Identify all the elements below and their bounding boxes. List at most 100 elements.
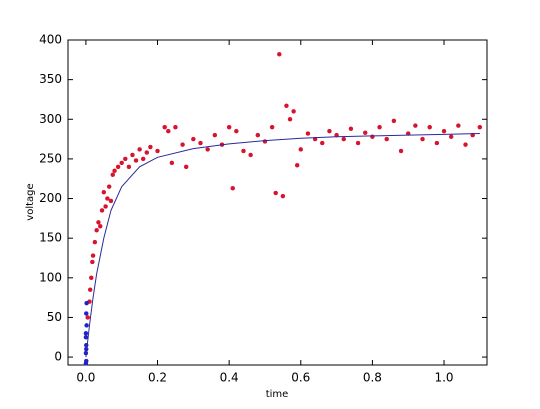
data-point	[169, 160, 175, 166]
data-point	[441, 128, 447, 134]
data-point	[155, 148, 160, 154]
data-point	[348, 126, 354, 132]
data-point	[85, 315, 90, 320]
data-point	[269, 124, 275, 130]
data-point	[191, 136, 196, 142]
data-point	[90, 253, 96, 258]
data-point	[183, 164, 189, 170]
data-point	[341, 136, 347, 142]
x-tick-label: 0.6	[291, 371, 310, 385]
data-point	[133, 158, 139, 163]
data-point	[477, 124, 483, 130]
data-point	[144, 150, 150, 155]
data-point	[106, 184, 112, 189]
data-point	[241, 148, 246, 154]
data-point	[362, 130, 368, 135]
y-tick-label: 150	[39, 231, 62, 245]
data-point	[355, 140, 361, 146]
data-point	[180, 142, 185, 147]
data-point	[284, 103, 289, 109]
x-axis-label: time	[266, 389, 289, 400]
data-point	[162, 124, 167, 130]
data-point	[427, 124, 432, 130]
data-point	[280, 193, 286, 199]
data-point	[84, 300, 89, 306]
data-point	[198, 140, 203, 146]
y-tick-label: 400	[39, 33, 62, 47]
data-point	[305, 131, 311, 136]
data-point	[108, 198, 114, 204]
data-point	[137, 147, 142, 152]
data-point	[391, 118, 397, 124]
y-tick-label: 350	[39, 72, 62, 86]
data-point	[84, 311, 89, 316]
x-tick-label: 1.0	[434, 371, 453, 385]
data-point	[463, 142, 468, 147]
y-axis-label: voltage	[25, 183, 36, 220]
data-point	[110, 172, 116, 178]
x-tick-label: 0.2	[148, 371, 167, 385]
data-point	[97, 224, 103, 229]
data-point	[89, 275, 94, 281]
data-point	[205, 147, 210, 152]
data-point	[173, 124, 178, 130]
data-point	[230, 185, 235, 191]
x-tick-label: 0.0	[76, 371, 95, 385]
data-point	[448, 134, 454, 139]
data-point	[130, 152, 135, 158]
data-point	[298, 147, 304, 152]
data-point	[291, 109, 296, 114]
data-point	[234, 128, 239, 134]
data-point	[456, 123, 461, 128]
data-point	[123, 156, 128, 162]
data-point	[112, 168, 117, 174]
data-point	[166, 128, 171, 134]
data-point	[148, 144, 153, 150]
data-point	[87, 287, 93, 292]
data-point	[83, 331, 89, 336]
data-point	[294, 162, 300, 168]
data-point	[96, 220, 101, 225]
y-tick-label: 250	[39, 151, 62, 165]
data-point	[262, 139, 268, 144]
data-point	[384, 136, 389, 142]
data-point	[273, 190, 278, 196]
y-tick-label: 100	[39, 270, 62, 284]
data-point	[226, 124, 232, 130]
data-point	[327, 128, 332, 134]
data-point	[126, 164, 132, 170]
y-tick-label: 0	[54, 350, 62, 364]
data-point	[99, 208, 105, 213]
data-point	[420, 136, 425, 142]
data-point	[377, 124, 382, 130]
data-point	[105, 196, 110, 201]
data-point	[413, 123, 418, 128]
data-point	[370, 134, 375, 139]
y-tick-label: 200	[39, 191, 62, 205]
data-point	[248, 152, 253, 158]
data-point	[320, 140, 325, 146]
data-point	[255, 132, 261, 138]
data-point	[92, 239, 98, 245]
data-point	[212, 132, 218, 138]
data-point	[83, 361, 89, 366]
data-point	[84, 323, 89, 328]
data-point	[277, 52, 282, 57]
data-point	[101, 189, 107, 195]
data-point	[119, 160, 124, 166]
data-point	[398, 148, 404, 154]
y-tick-label: 50	[47, 310, 62, 324]
x-tick-label: 0.8	[363, 371, 382, 385]
data-point	[287, 117, 293, 122]
data-point	[83, 335, 89, 340]
data-point	[434, 140, 440, 146]
data-point	[140, 156, 146, 162]
data-point	[103, 204, 108, 209]
data-point	[90, 259, 95, 265]
plot-frame	[67, 39, 488, 366]
data-point	[115, 164, 121, 170]
x-tick-label: 0.4	[220, 371, 239, 385]
data-point	[94, 227, 99, 233]
